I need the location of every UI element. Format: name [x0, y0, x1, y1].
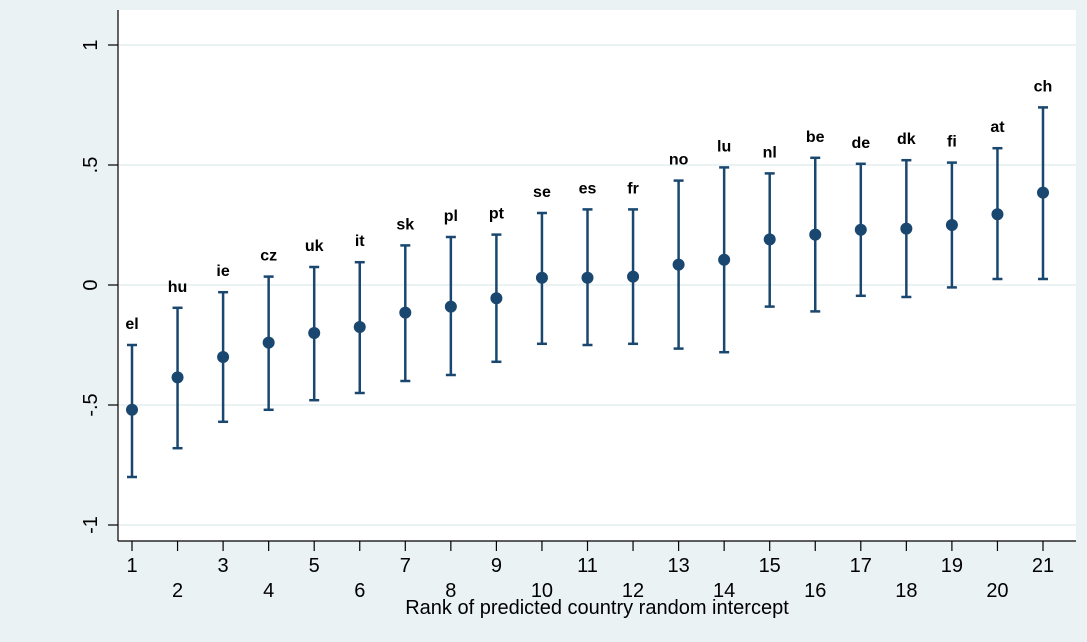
x-tick-label: 6: [354, 580, 365, 602]
y-tick-label: .5: [80, 157, 102, 174]
point-label: nl: [763, 144, 777, 161]
point-label: sk: [396, 216, 414, 233]
x-tick-label: 10: [531, 580, 553, 602]
point-labels: el hu ie cz uk it sk pl pt se es fr no lu nl be de dk fi at…: [125, 78, 1052, 333]
point-label: pt: [489, 206, 505, 223]
point-marker: [627, 270, 640, 283]
point-label: ch: [1034, 78, 1053, 95]
point-label: dk: [897, 131, 916, 148]
point-marker: [991, 208, 1004, 221]
point-label: fr: [627, 180, 639, 197]
x-tick-label: 3: [218, 555, 229, 577]
point-label: it: [355, 233, 365, 250]
point-label: de: [851, 135, 870, 152]
point-marker: [763, 233, 776, 246]
point-markers: [126, 186, 1049, 416]
x-tick-label: 7: [400, 555, 411, 577]
point-label: hu: [168, 279, 188, 296]
x-tick-label: 18: [895, 580, 917, 602]
point-label: pl: [444, 208, 458, 225]
point-label: no: [669, 152, 689, 169]
point-label: el: [125, 316, 138, 333]
point-marker: [490, 292, 503, 305]
x-tick-label: 19: [941, 555, 963, 577]
x-axis-title: Rank of predicted country random interce…: [405, 597, 789, 619]
point-marker: [353, 321, 366, 333]
point-marker: [444, 300, 457, 313]
x-tick-label: 13: [667, 555, 689, 577]
x-tick-label: 8: [445, 580, 456, 602]
y-tick-label: -.5: [80, 393, 102, 416]
y-tick-label: 1: [80, 39, 102, 50]
point-marker: [854, 223, 867, 236]
point-marker: [535, 271, 548, 284]
y-tick-label: -1: [80, 516, 102, 534]
y-axis-ticks: -1 -.5 0 .5 1: [80, 39, 118, 534]
plot-area: [118, 10, 1076, 541]
point-marker: [308, 327, 321, 339]
point-marker: [126, 403, 138, 416]
point-label: be: [806, 129, 825, 146]
point-marker: [1037, 186, 1049, 199]
gridlines: [118, 44, 1076, 526]
point-label: se: [533, 184, 551, 201]
point-label: fi: [947, 134, 957, 151]
x-tick-label: 20: [986, 580, 1008, 602]
x-tick-label: 16: [804, 580, 826, 602]
y-tick-label: 0: [80, 279, 102, 290]
point-label: cz: [260, 248, 277, 265]
point-marker: [900, 222, 913, 235]
point-marker: [945, 219, 958, 231]
x-tick-label: 5: [309, 555, 320, 577]
x-tick-label: 15: [759, 555, 781, 577]
point-label: es: [579, 180, 597, 197]
point-marker: [809, 228, 822, 241]
point-label: ie: [216, 263, 229, 280]
point-label: uk: [305, 238, 324, 255]
x-tick-label: 1: [126, 555, 137, 577]
point-marker: [718, 253, 731, 266]
x-tick-label: 11: [577, 555, 598, 577]
point-marker: [399, 306, 412, 319]
x-tick-label: 17: [850, 555, 872, 577]
point-marker: [171, 371, 184, 384]
point-marker: [672, 258, 685, 271]
point-marker: [262, 336, 275, 349]
x-tick-label: 2: [172, 580, 183, 602]
x-tick-label: 4: [263, 580, 274, 602]
x-tick-label: 9: [491, 555, 502, 577]
x-tick-label: 21: [1032, 555, 1054, 577]
point-marker: [581, 271, 594, 284]
point-label: at: [990, 119, 1005, 136]
x-tick-label: 14: [713, 580, 735, 602]
x-tick-label: 12: [622, 580, 644, 602]
point-label: lu: [717, 138, 731, 155]
point-marker: [217, 351, 230, 363]
